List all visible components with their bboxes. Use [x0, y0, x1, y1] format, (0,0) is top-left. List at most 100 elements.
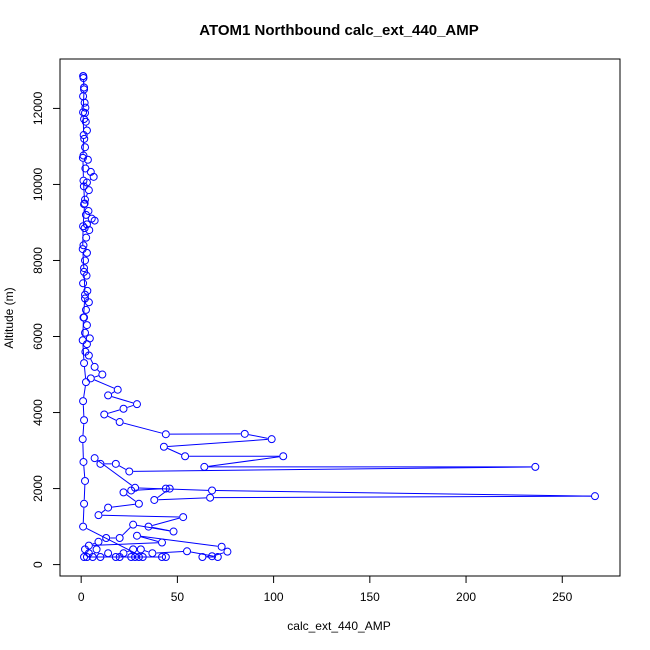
data-point — [80, 199, 89, 208]
data-point — [80, 416, 89, 425]
series-segment — [102, 514, 180, 518]
data-point — [79, 241, 88, 250]
series-segment — [97, 369, 100, 373]
data-point — [78, 336, 87, 345]
data-point — [181, 452, 190, 461]
data-point — [134, 499, 143, 508]
data-point — [81, 328, 90, 337]
data-point — [132, 400, 141, 409]
data-point — [125, 467, 134, 476]
data-point — [86, 374, 95, 383]
data-point — [80, 200, 89, 209]
series-segment — [111, 396, 134, 404]
data-point — [84, 298, 93, 307]
series-segment — [83, 298, 86, 314]
series-segment — [158, 497, 207, 501]
data-point — [208, 486, 217, 495]
data-point — [84, 541, 93, 550]
data-point — [80, 98, 89, 107]
y-tick-label: 6000 — [31, 323, 45, 350]
data-point — [78, 153, 87, 162]
series-segment — [86, 193, 88, 197]
data-point — [90, 362, 99, 371]
data-point — [92, 545, 101, 554]
series-segment — [82, 344, 85, 360]
x-tick-label: 0 — [78, 590, 85, 604]
data-point — [159, 442, 168, 451]
data-point — [80, 552, 89, 561]
data-point — [104, 391, 113, 400]
y-tick-label: 4000 — [31, 399, 45, 426]
data-point — [82, 552, 91, 561]
data-point — [115, 533, 124, 542]
data-point — [279, 452, 288, 461]
series-segment — [92, 542, 159, 546]
series-segment — [83, 386, 86, 398]
data-point — [150, 495, 159, 504]
data-point — [89, 172, 98, 181]
data-point — [134, 552, 143, 561]
x-axis-label: calc_ext_440_AMP — [287, 619, 390, 633]
x-tick-label: 50 — [171, 590, 185, 604]
data-point — [157, 538, 166, 547]
data-point — [200, 462, 209, 471]
data-point — [161, 484, 170, 493]
data-point — [83, 155, 92, 164]
plot-frame — [59, 58, 621, 577]
data-point — [144, 522, 153, 531]
series-segment — [152, 517, 180, 527]
series-segment — [133, 466, 532, 472]
series-segment — [167, 447, 182, 456]
data-point — [84, 186, 93, 195]
series-segment — [94, 379, 115, 389]
series-segment — [89, 179, 91, 181]
x-axis: 0 50 100 150 200 250 — [78, 575, 573, 604]
data-point — [81, 143, 90, 152]
data-point — [119, 488, 128, 497]
data-point — [81, 195, 90, 204]
series-segment — [122, 527, 131, 536]
series-lines — [82, 80, 591, 558]
data-point — [81, 210, 90, 219]
series-segment — [83, 465, 86, 478]
data-point — [531, 462, 540, 471]
data-point — [81, 305, 90, 314]
data-point — [81, 256, 90, 265]
data-point — [85, 226, 94, 235]
data-point — [79, 108, 88, 117]
data-point — [115, 418, 124, 427]
data-point — [267, 435, 276, 444]
data-point — [79, 182, 88, 191]
data-point — [213, 552, 222, 561]
data-point — [179, 513, 188, 522]
data-point — [102, 533, 111, 542]
y-tick-label: 12000 — [31, 91, 45, 125]
series-segment — [94, 375, 99, 378]
x-tick-label: 150 — [360, 590, 380, 604]
data-point — [208, 552, 217, 561]
data-point — [79, 279, 88, 288]
data-point — [138, 552, 147, 561]
data-point — [590, 492, 599, 501]
data-point — [104, 503, 113, 512]
data-point — [127, 486, 136, 495]
y-tick-label: 10000 — [31, 167, 45, 201]
data-point — [223, 547, 232, 556]
series-segment — [135, 488, 162, 491]
series-segment — [126, 494, 136, 502]
data-point — [81, 290, 90, 299]
data-point — [148, 549, 157, 558]
data-point — [127, 552, 136, 561]
data-point — [84, 351, 93, 360]
data-point — [82, 248, 91, 257]
series-segment — [156, 551, 184, 554]
data-point — [82, 233, 91, 242]
data-point — [79, 522, 88, 531]
series-segment — [90, 358, 94, 364]
series-segment — [83, 367, 87, 379]
data-point — [111, 459, 120, 468]
series-segment — [208, 456, 280, 467]
data-point — [94, 511, 103, 520]
y-tick-label: 2000 — [31, 475, 45, 502]
x-tick-label: 200 — [456, 590, 476, 604]
